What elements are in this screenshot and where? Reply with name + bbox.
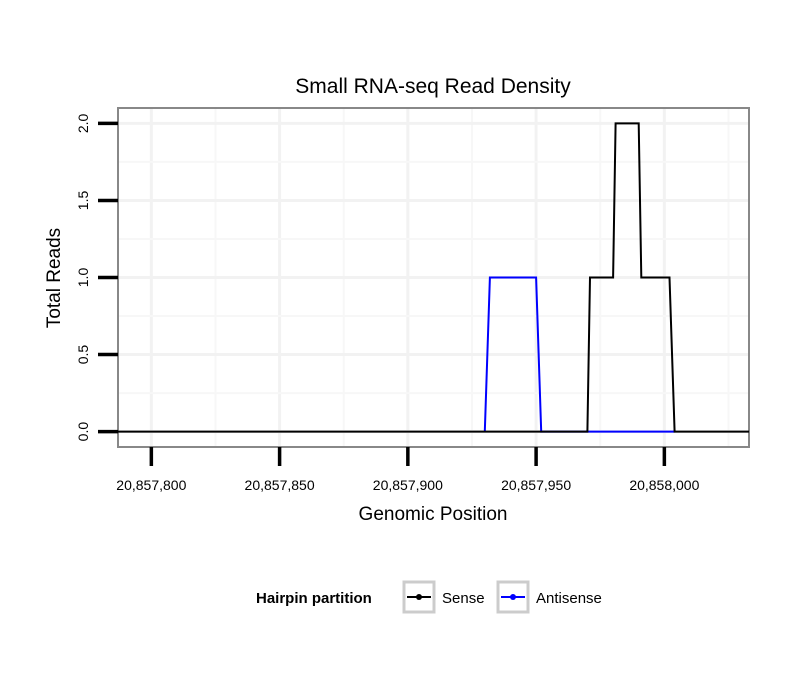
legend-label-antisense: Antisense bbox=[536, 590, 602, 607]
x-tick-label: 20,857,900 bbox=[373, 477, 443, 493]
y-axis-label: Total Reads bbox=[44, 228, 65, 328]
y-tick-label: 2.0 bbox=[75, 113, 91, 133]
legend-label-sense: Sense bbox=[442, 590, 485, 607]
y-tick-label: 0.5 bbox=[75, 345, 91, 365]
x-axis: 20,857,800 20,857,850 20,857,900 20,857,950… bbox=[116, 447, 700, 493]
y-tick-label: 1.5 bbox=[75, 191, 91, 211]
legend-key-antisense-point bbox=[510, 594, 516, 600]
series-line-sense bbox=[118, 122, 749, 433]
x-tick-label: 20,858,000 bbox=[629, 477, 699, 493]
x-tick-label: 20,857,800 bbox=[116, 477, 186, 493]
y-axis: 0.0 0.5 1.0 1.5 2.0 bbox=[75, 113, 118, 441]
grid bbox=[119, 109, 748, 446]
series-lines bbox=[118, 122, 749, 433]
x-tick-label: 20,857,850 bbox=[245, 477, 315, 493]
y-tick-label: 1.0 bbox=[75, 268, 91, 288]
x-axis-label: Genomic Position bbox=[359, 504, 508, 525]
chart-title: Small RNA-seq Read Density bbox=[295, 75, 571, 98]
legend-title: Hairpin partition bbox=[256, 590, 372, 607]
y-tick-label: 0.0 bbox=[75, 422, 91, 442]
legend-key-sense-point bbox=[416, 594, 422, 600]
legend: Hairpin partition Sense Antisense bbox=[256, 580, 602, 614]
x-tick-label: 20,857,950 bbox=[501, 477, 571, 493]
